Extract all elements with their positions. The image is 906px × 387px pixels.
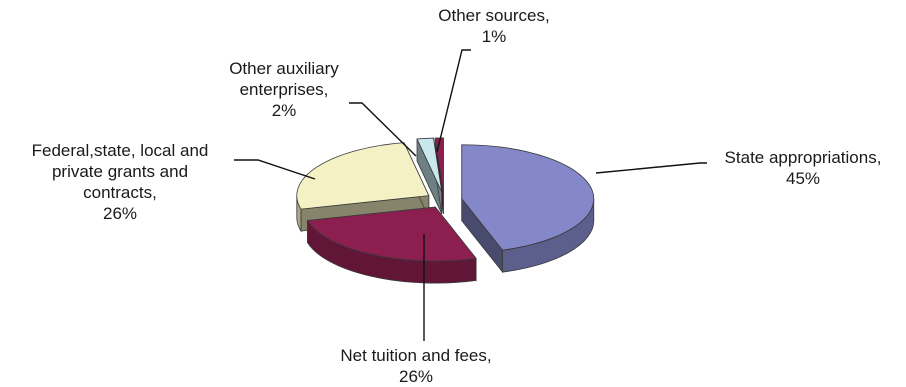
data-labels: State appropriations, 45% Net tuition and … (32, 6, 882, 386)
data-label-line: 26% (103, 204, 137, 223)
data-label-line: 26% (399, 367, 433, 386)
data-label-line: enterprises, (240, 80, 329, 99)
data-label-line: Federal,state, local and (32, 141, 209, 160)
slice-top-state-appropriations (461, 144, 595, 251)
slice-top-other-auxiliary-enterprises (416, 137, 443, 193)
pie-slice-net-tuition-and-fees (306, 205, 477, 284)
data-label-other-auxiliary-enterprises: Other auxiliary enterprises, 2% (229, 59, 339, 120)
data-label-line: 2% (272, 101, 297, 120)
data-label-state-appropriations: State appropriations, 45% (725, 148, 882, 188)
leader-line-federal-state-local-and-private-grants-and-contracts (234, 159, 316, 180)
pie-slice-other-auxiliary-enterprises (416, 137, 443, 215)
data-label-line: 1% (482, 27, 507, 46)
slice-top-federal-state-local-and-private-grants-and-contracts (296, 142, 430, 210)
pie-slices (296, 137, 595, 284)
slice-top-net-tuition-and-fees (306, 206, 477, 262)
data-label-line: contracts, (83, 183, 157, 202)
data-label-line: private grants and (52, 162, 188, 181)
data-label-net-tuition-and-fees: Net tuition and fees, 26% (340, 346, 491, 386)
leader-line-other-auxiliary-enterprises (349, 102, 417, 157)
pie-slice-state-appropriations (461, 144, 595, 274)
leader-lines (234, 49, 707, 341)
data-label-other-sources: Other sources, 1% (438, 6, 550, 46)
data-label-line: Other auxiliary (229, 59, 339, 78)
data-label-line: Net tuition and fees, (340, 346, 491, 365)
leader-line-other-sources (436, 49, 471, 153)
leader-line-state-appropriations (595, 162, 707, 174)
data-label-line: Other sources, (438, 6, 550, 25)
data-label-line: State appropriations, (725, 148, 882, 167)
data-label-federal-state-local-and-private-grants-and-contracts: Federal,state, local and private grants a… (32, 141, 209, 223)
data-label-line: 45% (786, 169, 820, 188)
